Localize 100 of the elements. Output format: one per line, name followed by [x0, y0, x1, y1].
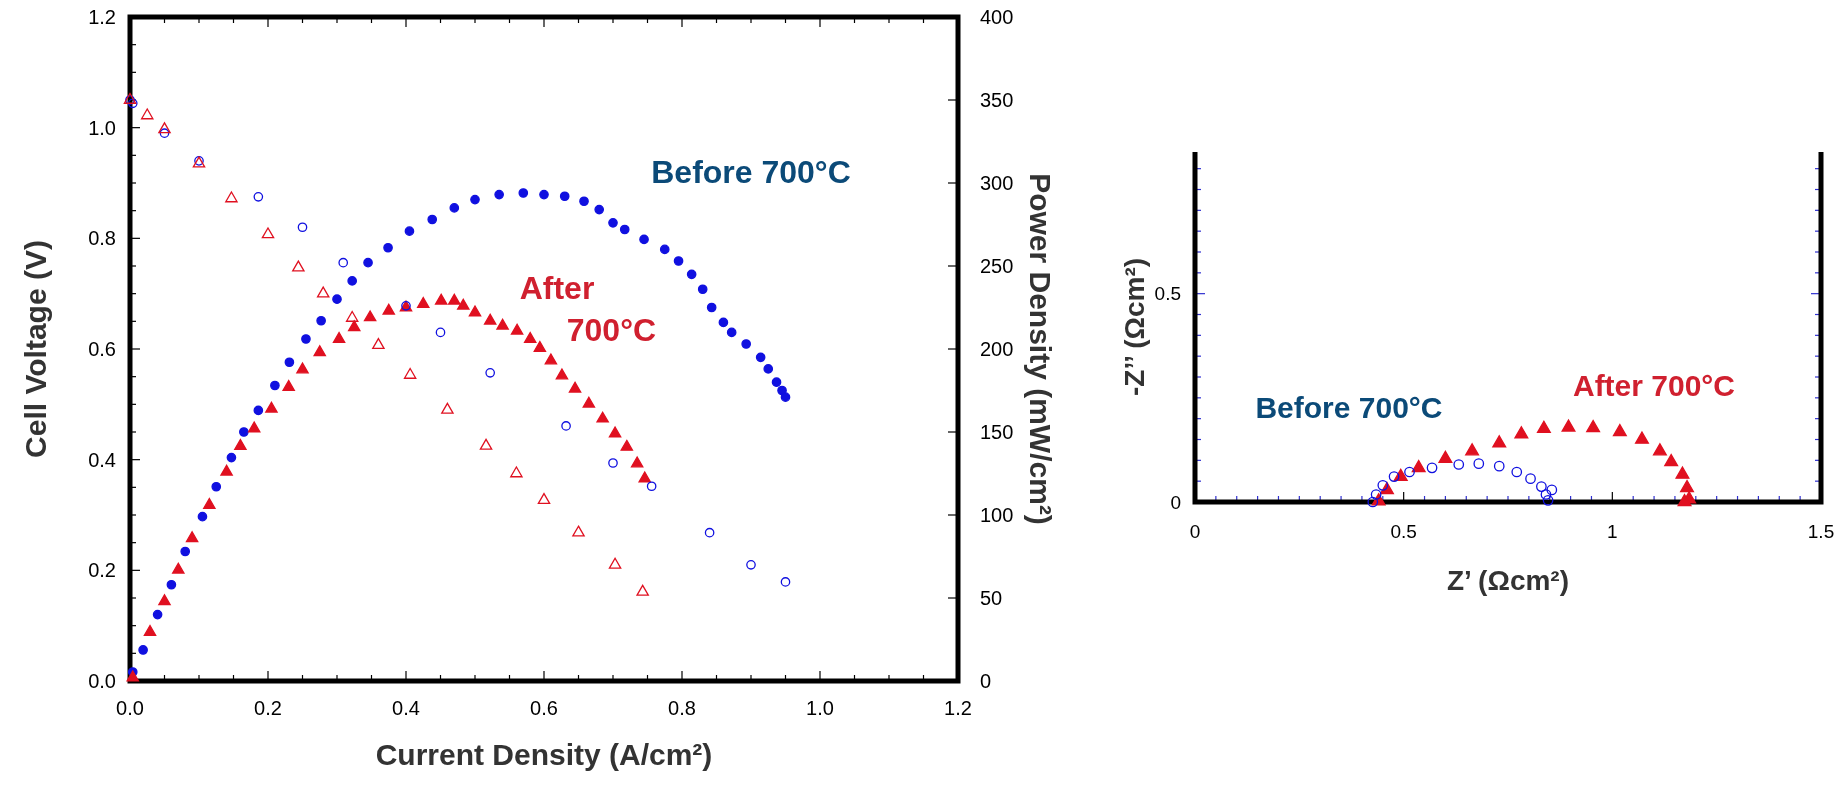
point	[143, 624, 157, 636]
point	[646, 481, 657, 492]
x-tick-label: 0.8	[668, 697, 696, 719]
point	[225, 191, 238, 203]
point	[718, 317, 729, 328]
point	[449, 203, 460, 213]
y-tick-label: 0.8	[88, 227, 116, 250]
x-tick-label: 0.0	[116, 697, 144, 719]
point	[539, 189, 549, 200]
point	[608, 458, 618, 468]
y-tick-label: 1.0	[88, 116, 116, 139]
point	[608, 557, 622, 569]
y2-axis-title: Power Density (mW/cm²)	[1023, 173, 1057, 525]
y2-tick-label: 0	[980, 670, 992, 692]
y2-tick-label: 200	[980, 338, 1014, 360]
point	[363, 310, 377, 322]
y2-tick-label: 400	[980, 6, 1014, 28]
point	[292, 260, 305, 272]
point	[247, 421, 261, 433]
y2-tick-label: 350	[980, 89, 1014, 111]
point	[345, 310, 359, 322]
x-tick-label: 1.5	[1807, 521, 1835, 542]
point	[704, 527, 715, 538]
point	[559, 191, 570, 202]
point	[510, 466, 523, 478]
point	[470, 194, 480, 205]
annotation: Before 700°C	[1255, 390, 1443, 424]
point	[496, 318, 509, 330]
point	[203, 497, 216, 509]
point	[270, 380, 280, 391]
point	[172, 562, 185, 574]
point	[755, 352, 766, 363]
x-tick-label: 0.4	[392, 697, 420, 719]
point	[226, 452, 237, 463]
point	[159, 128, 170, 139]
y-tick-label: 1.2	[88, 6, 116, 28]
y2-tick-label: 50	[980, 587, 1003, 609]
point	[479, 438, 493, 450]
point	[158, 594, 171, 606]
point	[152, 609, 163, 620]
y-tick-label: 0.4	[88, 448, 116, 471]
x-axis-title: Z’ (Ωcm²)	[1446, 565, 1570, 596]
point	[316, 286, 330, 298]
point	[780, 577, 791, 587]
point	[630, 456, 644, 468]
point	[265, 401, 278, 413]
point	[456, 298, 470, 310]
point	[185, 531, 199, 543]
point	[138, 645, 148, 655]
x-tick-label: 0.6	[530, 697, 558, 719]
point	[555, 368, 569, 380]
point	[363, 257, 373, 268]
point	[619, 224, 630, 235]
point	[313, 345, 327, 357]
point	[253, 192, 264, 202]
point	[594, 204, 605, 215]
point	[780, 392, 791, 402]
point	[427, 214, 438, 225]
y-tick-label: 0.2	[88, 559, 116, 582]
point	[673, 256, 684, 266]
x-tick-label: 1.0	[806, 697, 834, 719]
point	[416, 297, 430, 309]
point	[537, 492, 551, 504]
x-tick-label: 0	[1189, 521, 1201, 542]
point	[582, 396, 596, 408]
point	[448, 293, 461, 305]
point	[404, 226, 415, 236]
point	[686, 269, 697, 280]
y-tick-label: 0.6	[88, 338, 116, 360]
y-tick-label: 0.0	[88, 670, 116, 692]
point	[636, 584, 649, 596]
point	[523, 331, 537, 343]
point	[316, 315, 326, 326]
point	[158, 122, 171, 134]
point	[746, 559, 756, 570]
point	[382, 303, 396, 315]
point	[763, 364, 774, 374]
point	[544, 353, 558, 365]
point	[211, 481, 222, 492]
point	[533, 340, 547, 352]
point	[434, 293, 448, 305]
point	[166, 579, 177, 590]
point	[261, 227, 275, 239]
point	[301, 334, 311, 344]
point	[253, 405, 264, 416]
point	[697, 284, 708, 295]
point	[332, 331, 346, 343]
y2-tick-label: 250	[980, 255, 1014, 277]
point	[608, 218, 618, 228]
point	[510, 323, 524, 335]
point	[468, 305, 482, 317]
point	[771, 377, 782, 388]
point	[282, 380, 295, 392]
point	[296, 362, 309, 374]
point	[140, 108, 154, 120]
point	[741, 339, 751, 349]
point	[234, 438, 247, 451]
point	[639, 234, 649, 245]
point	[706, 302, 717, 313]
point	[435, 327, 446, 338]
